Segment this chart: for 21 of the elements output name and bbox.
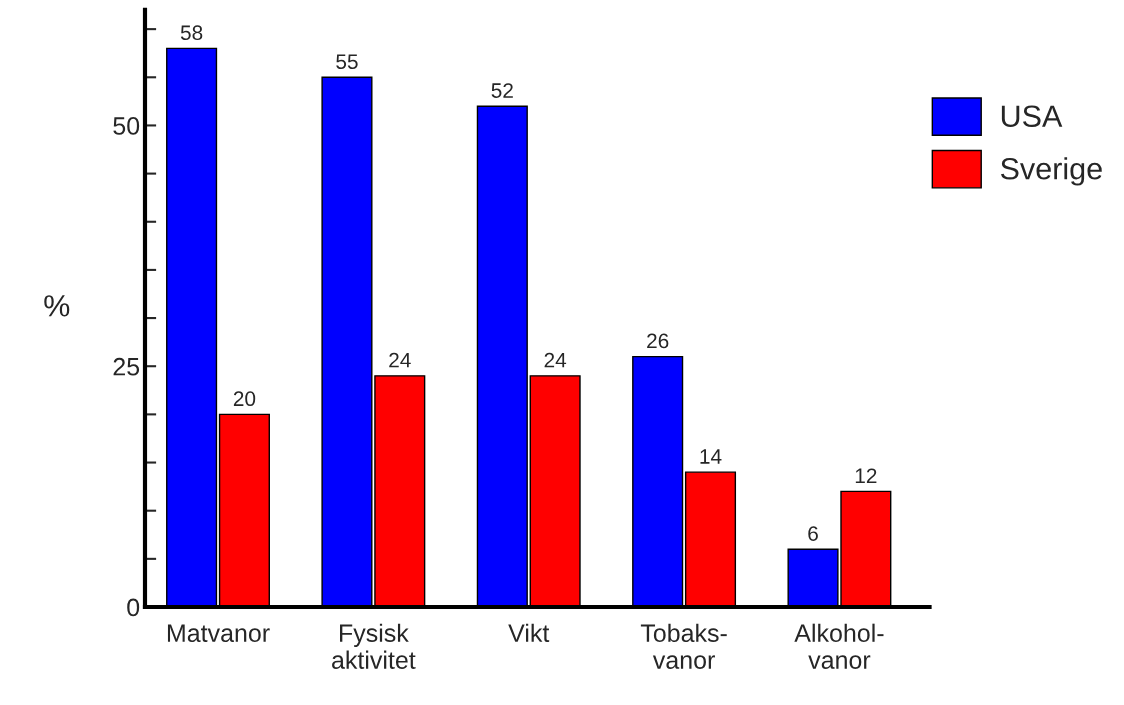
data-label: 14 xyxy=(700,449,722,464)
y-axis-title: % xyxy=(44,295,70,317)
data-label: 24 xyxy=(389,352,411,368)
x-tick-label: Tobaks- vanor xyxy=(640,623,727,669)
data-label: 58 xyxy=(180,25,203,41)
data-label: 12 xyxy=(855,468,877,483)
legend-label: Sverige xyxy=(1000,157,1102,186)
data-label: 24 xyxy=(544,352,567,368)
data-label: 52 xyxy=(491,83,513,98)
data-label: 6 xyxy=(808,526,818,541)
legend-label: USA xyxy=(1001,105,1063,128)
y-tick-label: 25 xyxy=(113,357,140,376)
y-tick-label: 0 xyxy=(127,598,140,617)
data-label: 20 xyxy=(233,391,256,407)
data-label: 55 xyxy=(336,54,358,69)
x-tick-label: Alkohol- vanor xyxy=(794,623,884,669)
x-tick-label: Matvanor xyxy=(167,624,270,643)
y-tick-label: 50 xyxy=(113,117,140,135)
data-label: 26 xyxy=(647,333,669,349)
x-tick-label: Vikt xyxy=(508,623,550,642)
x-tick-label: Fysisk aktivitet xyxy=(332,623,416,669)
